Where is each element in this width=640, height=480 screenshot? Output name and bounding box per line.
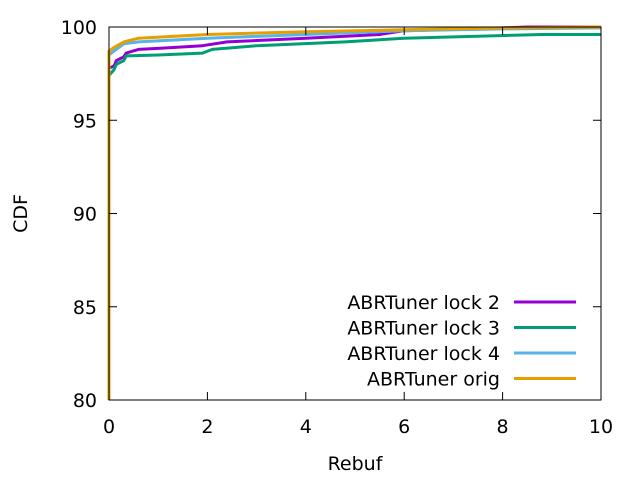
- legend-label: ABRTuner lock 4: [347, 343, 500, 365]
- series-line-2: [107, 33, 601, 400]
- x-axis-label: Rebuf: [328, 453, 384, 475]
- y-tick-label: 85: [73, 297, 97, 319]
- x-tick-label: 0: [103, 416, 115, 438]
- y-axis-label: CDF: [10, 194, 32, 233]
- x-tick-label: 8: [497, 416, 509, 438]
- x-tick-label: 2: [201, 416, 213, 438]
- series-layer: [107, 25, 602, 400]
- y-tick-label: 80: [73, 390, 97, 412]
- legend-label: ABRTuner lock 2: [347, 292, 500, 314]
- legend-label: ABRTuner lock 3: [347, 318, 500, 340]
- y-tick-label: 90: [73, 204, 97, 226]
- series-line-4: [107, 25, 602, 400]
- x-tick-label: 10: [589, 416, 613, 438]
- legend: ABRTuner lock 2 ABRTuner lock 3 ABRTuner l…: [347, 292, 576, 391]
- legend-label: ABRTuner orig: [367, 369, 500, 391]
- x-tick-label: 6: [398, 416, 410, 438]
- y-tick-label: 100: [61, 17, 97, 39]
- x-tick-label: 4: [300, 416, 312, 438]
- ticks-layer: 0 2 4 6 8 10 80 85 90 95 100: [61, 17, 613, 438]
- y-tick-label: 95: [73, 110, 97, 132]
